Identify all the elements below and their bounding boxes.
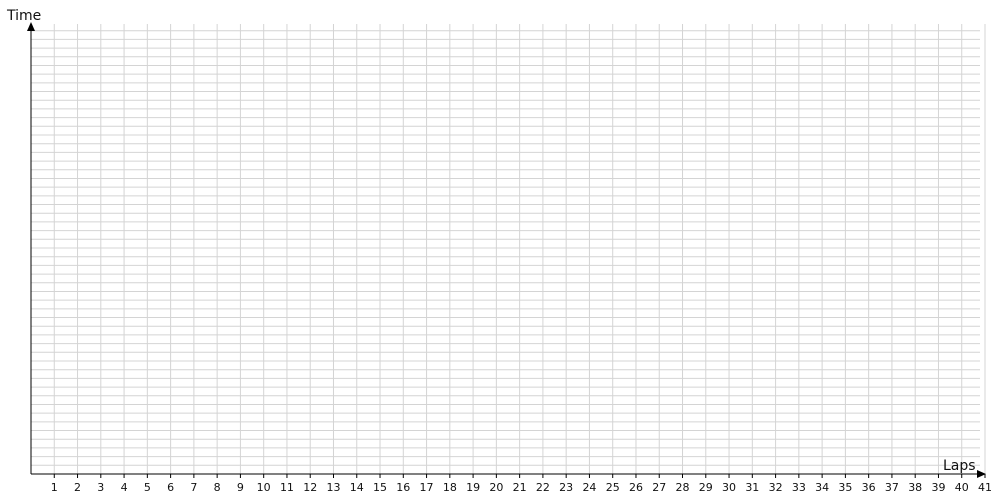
x-tick-label: 11 [280,481,294,494]
x-axis-title: Laps [943,458,976,474]
x-tick-label: 17 [420,481,434,494]
x-axis-arrow [977,470,986,478]
x-tick-label: 5 [144,481,151,494]
x-tick-label: 18 [443,481,457,494]
x-tick-label: 35 [838,481,852,494]
x-tick-label: 22 [536,481,550,494]
x-tick-label: 16 [396,481,410,494]
x-tick-label: 7 [190,481,197,494]
x-tick-label: 29 [699,481,713,494]
y-axis-arrow [27,22,35,31]
x-tick-label: 6 [167,481,174,494]
x-tick-label: 24 [582,481,596,494]
x-tick-label: 38 [908,481,922,494]
x-tick-label: 27 [652,481,666,494]
grid [31,24,986,474]
x-tick-label: 26 [629,481,643,494]
x-tick-label: 39 [931,481,945,494]
x-tick-label: 10 [257,481,271,494]
x-tick-label: 3 [97,481,104,494]
x-tick-label: 33 [792,481,806,494]
x-tick-labels: 1 2 3 4 5 6 7 8 9 10 11 12 13 14 15 16 17 18 19 20 21 22 23 24 2… [51,474,992,494]
x-tick-label: 32 [769,481,783,494]
y-axis-title: Time [6,8,41,24]
x-tick-label: 41 [978,481,992,494]
x-tick-label: 19 [466,481,480,494]
x-tick-label: 23 [559,481,573,494]
x-tick-label: 14 [350,481,364,494]
x-tick-label: 21 [513,481,527,494]
x-tick-label: 1 [51,481,58,494]
x-tick-label: 28 [676,481,690,494]
x-tick-label: 13 [326,481,340,494]
x-tick-label: 12 [303,481,317,494]
x-tick-label: 25 [606,481,620,494]
x-tick-label: 9 [237,481,244,494]
x-tick-label: 36 [862,481,876,494]
x-tick-label: 30 [722,481,736,494]
x-tick-label: 40 [955,481,969,494]
x-tick-label: 34 [815,481,829,494]
x-tick-label: 15 [373,481,387,494]
x-tick-label: 31 [745,481,759,494]
x-tick-label: 8 [214,481,221,494]
x-tick-label: 4 [121,481,128,494]
x-tick-label: 37 [885,481,899,494]
x-tick-label: 20 [489,481,503,494]
x-tick-label: 2 [74,481,81,494]
